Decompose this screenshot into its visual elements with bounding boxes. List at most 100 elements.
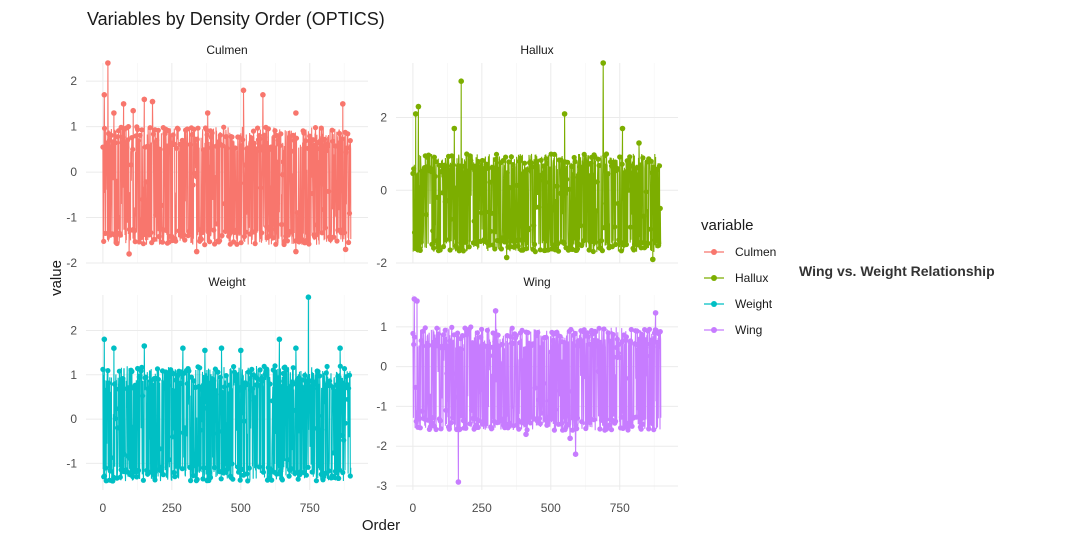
data-point — [219, 395, 225, 401]
data-point — [238, 384, 244, 390]
data-point — [199, 386, 205, 393]
data-point — [435, 194, 441, 200]
data-point — [322, 399, 328, 405]
data-point — [286, 473, 292, 479]
data-point — [641, 213, 647, 219]
data-point — [656, 163, 663, 169]
data-point — [483, 417, 489, 423]
data-point — [207, 239, 213, 245]
data-point — [173, 145, 180, 151]
data-point-outlier — [451, 125, 458, 132]
data-point — [317, 373, 323, 379]
annotation-text: Wing vs. Weight Relationship — [799, 263, 995, 279]
data-point — [101, 473, 108, 479]
data-point — [145, 386, 151, 392]
data-point — [431, 154, 437, 160]
data-point — [162, 385, 168, 392]
data-point — [119, 140, 125, 146]
data-point — [148, 230, 154, 236]
data-point-outlier — [492, 308, 499, 314]
data-point — [278, 468, 284, 474]
data-point — [101, 238, 107, 244]
legend-title: variable — [701, 217, 754, 234]
data-point — [529, 164, 535, 170]
data-point — [491, 170, 497, 176]
data-point — [313, 222, 319, 228]
data-point — [225, 227, 231, 233]
data-point-outlier — [412, 111, 419, 117]
data-point — [195, 125, 201, 131]
data-point — [567, 239, 573, 245]
data-point-outlier — [101, 336, 108, 343]
data-point — [213, 391, 219, 397]
data-point-outlier — [567, 435, 573, 442]
data-point — [159, 464, 165, 470]
data-point — [230, 476, 236, 482]
panel-hallux: Hallux -2 0 2 — [376, 43, 678, 270]
data-point — [564, 400, 570, 406]
data-point — [655, 344, 661, 350]
chart-title: Variables by Density Order (OPTICS) — [87, 9, 385, 29]
data-point — [183, 141, 190, 147]
data-point-outlier — [260, 92, 266, 98]
data-point — [339, 432, 345, 438]
data-point — [471, 218, 477, 224]
data-point — [135, 138, 142, 144]
data-point — [411, 166, 417, 172]
data-point — [546, 179, 553, 185]
data-point — [631, 247, 637, 253]
data-point — [342, 420, 348, 426]
data-point — [570, 174, 577, 180]
data-point — [584, 330, 591, 336]
data-point — [112, 416, 118, 422]
data-point — [114, 240, 120, 247]
data-point — [177, 141, 183, 147]
data-point — [274, 132, 280, 139]
data-point — [607, 422, 613, 428]
data-point — [258, 185, 264, 191]
data-point — [514, 182, 520, 188]
data-point — [329, 127, 335, 133]
data-point — [638, 426, 644, 432]
data-point — [260, 469, 266, 475]
data-point — [198, 236, 204, 242]
data-point — [421, 188, 427, 194]
data-point — [605, 330, 611, 336]
data-point — [192, 463, 198, 469]
x-tick-label: 250 — [472, 501, 492, 515]
data-point — [637, 231, 643, 238]
data-point — [426, 152, 432, 158]
data-point-outlier — [636, 140, 642, 146]
data-point — [284, 238, 290, 244]
data-point — [254, 148, 260, 154]
data-point — [437, 418, 443, 424]
data-point — [218, 476, 224, 482]
data-point — [279, 477, 285, 483]
data-point — [181, 232, 187, 238]
data-point — [120, 376, 126, 382]
data-point — [346, 385, 352, 391]
y-tick-label: -1 — [66, 456, 77, 470]
data-point — [251, 140, 257, 146]
data-point — [276, 378, 282, 384]
data-point — [594, 179, 601, 185]
data-point — [657, 329, 663, 335]
data-point — [600, 344, 606, 350]
data-point-outlier — [126, 251, 132, 257]
data-point — [513, 332, 519, 339]
data-point-outlier — [141, 96, 148, 103]
data-point — [565, 159, 571, 165]
data-point — [652, 238, 658, 244]
data-point — [226, 435, 232, 441]
data-point — [579, 176, 586, 182]
data-point — [172, 474, 178, 480]
data-point — [313, 478, 319, 484]
data-point — [624, 420, 630, 427]
data-point — [150, 385, 156, 391]
data-point — [583, 166, 589, 172]
data-point — [480, 167, 486, 173]
data-point — [498, 362, 504, 368]
data-point — [594, 338, 601, 344]
data-point — [250, 386, 256, 392]
data-point — [317, 146, 323, 152]
